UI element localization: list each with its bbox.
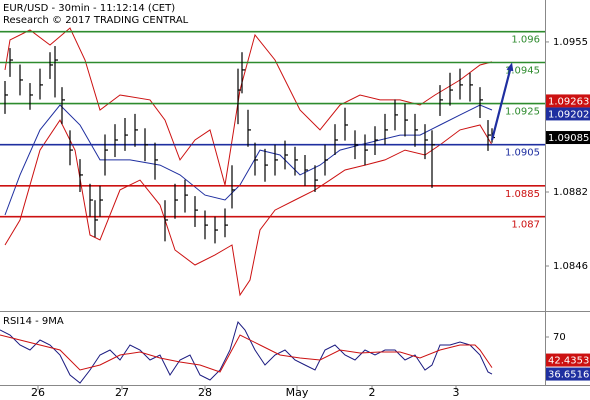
- forecast-arrow: [490, 67, 512, 141]
- x-tick-label: 27: [115, 386, 129, 399]
- price-tag: [546, 131, 590, 145]
- y-tick-label: 1.0955: [553, 37, 588, 48]
- price-tag: [546, 107, 590, 121]
- level-label: 1.096: [511, 35, 540, 46]
- price-tag-label: 42.4353: [548, 356, 589, 367]
- chart-title: EUR/USD - 30min - 11:12:14 (CET): [3, 3, 175, 14]
- level-label: 1.087: [511, 220, 540, 231]
- price-tag: [546, 94, 590, 108]
- level-label: 1.0945: [505, 65, 540, 76]
- arrow-head: [506, 62, 514, 72]
- y-tick-label: 1.0882: [553, 187, 588, 198]
- rsi-title: RSI14 - 9MA: [3, 316, 64, 327]
- rsi-line: [0, 334, 493, 373]
- level-label: 1.0925: [505, 107, 540, 118]
- price-tag-label: 1.09263: [548, 96, 589, 107]
- x-tick-label: 3: [453, 386, 460, 399]
- price-tag-label: 1.09202: [548, 109, 589, 120]
- x-tick-label: 28: [198, 386, 212, 399]
- level-label: 1.0905: [505, 148, 540, 159]
- plot-area: 1.0846 1.0882 1.0955 26 27 28 May 2 3 1.096 1.0945…: [0, 27, 590, 399]
- price-tag-label: 36.6516: [548, 370, 589, 381]
- chart-subtitle: Research © 2017 TRADING CENTRAL: [3, 15, 189, 26]
- indicator-line: [4, 104, 493, 216]
- x-tick-label: 2: [369, 386, 376, 399]
- level-label: 1.0885: [505, 189, 540, 200]
- x-tick-label: 26: [31, 386, 45, 399]
- price-tag: [546, 367, 590, 381]
- y-tick-label: 1.0846: [553, 261, 588, 272]
- indicator-line: [4, 119, 493, 297]
- y-tick-label: 70: [553, 332, 566, 343]
- price-tag-label: 1.09085: [548, 133, 589, 144]
- x-tick-label: May: [286, 386, 309, 399]
- price-tag: [546, 353, 590, 367]
- indicator-line: [4, 27, 493, 186]
